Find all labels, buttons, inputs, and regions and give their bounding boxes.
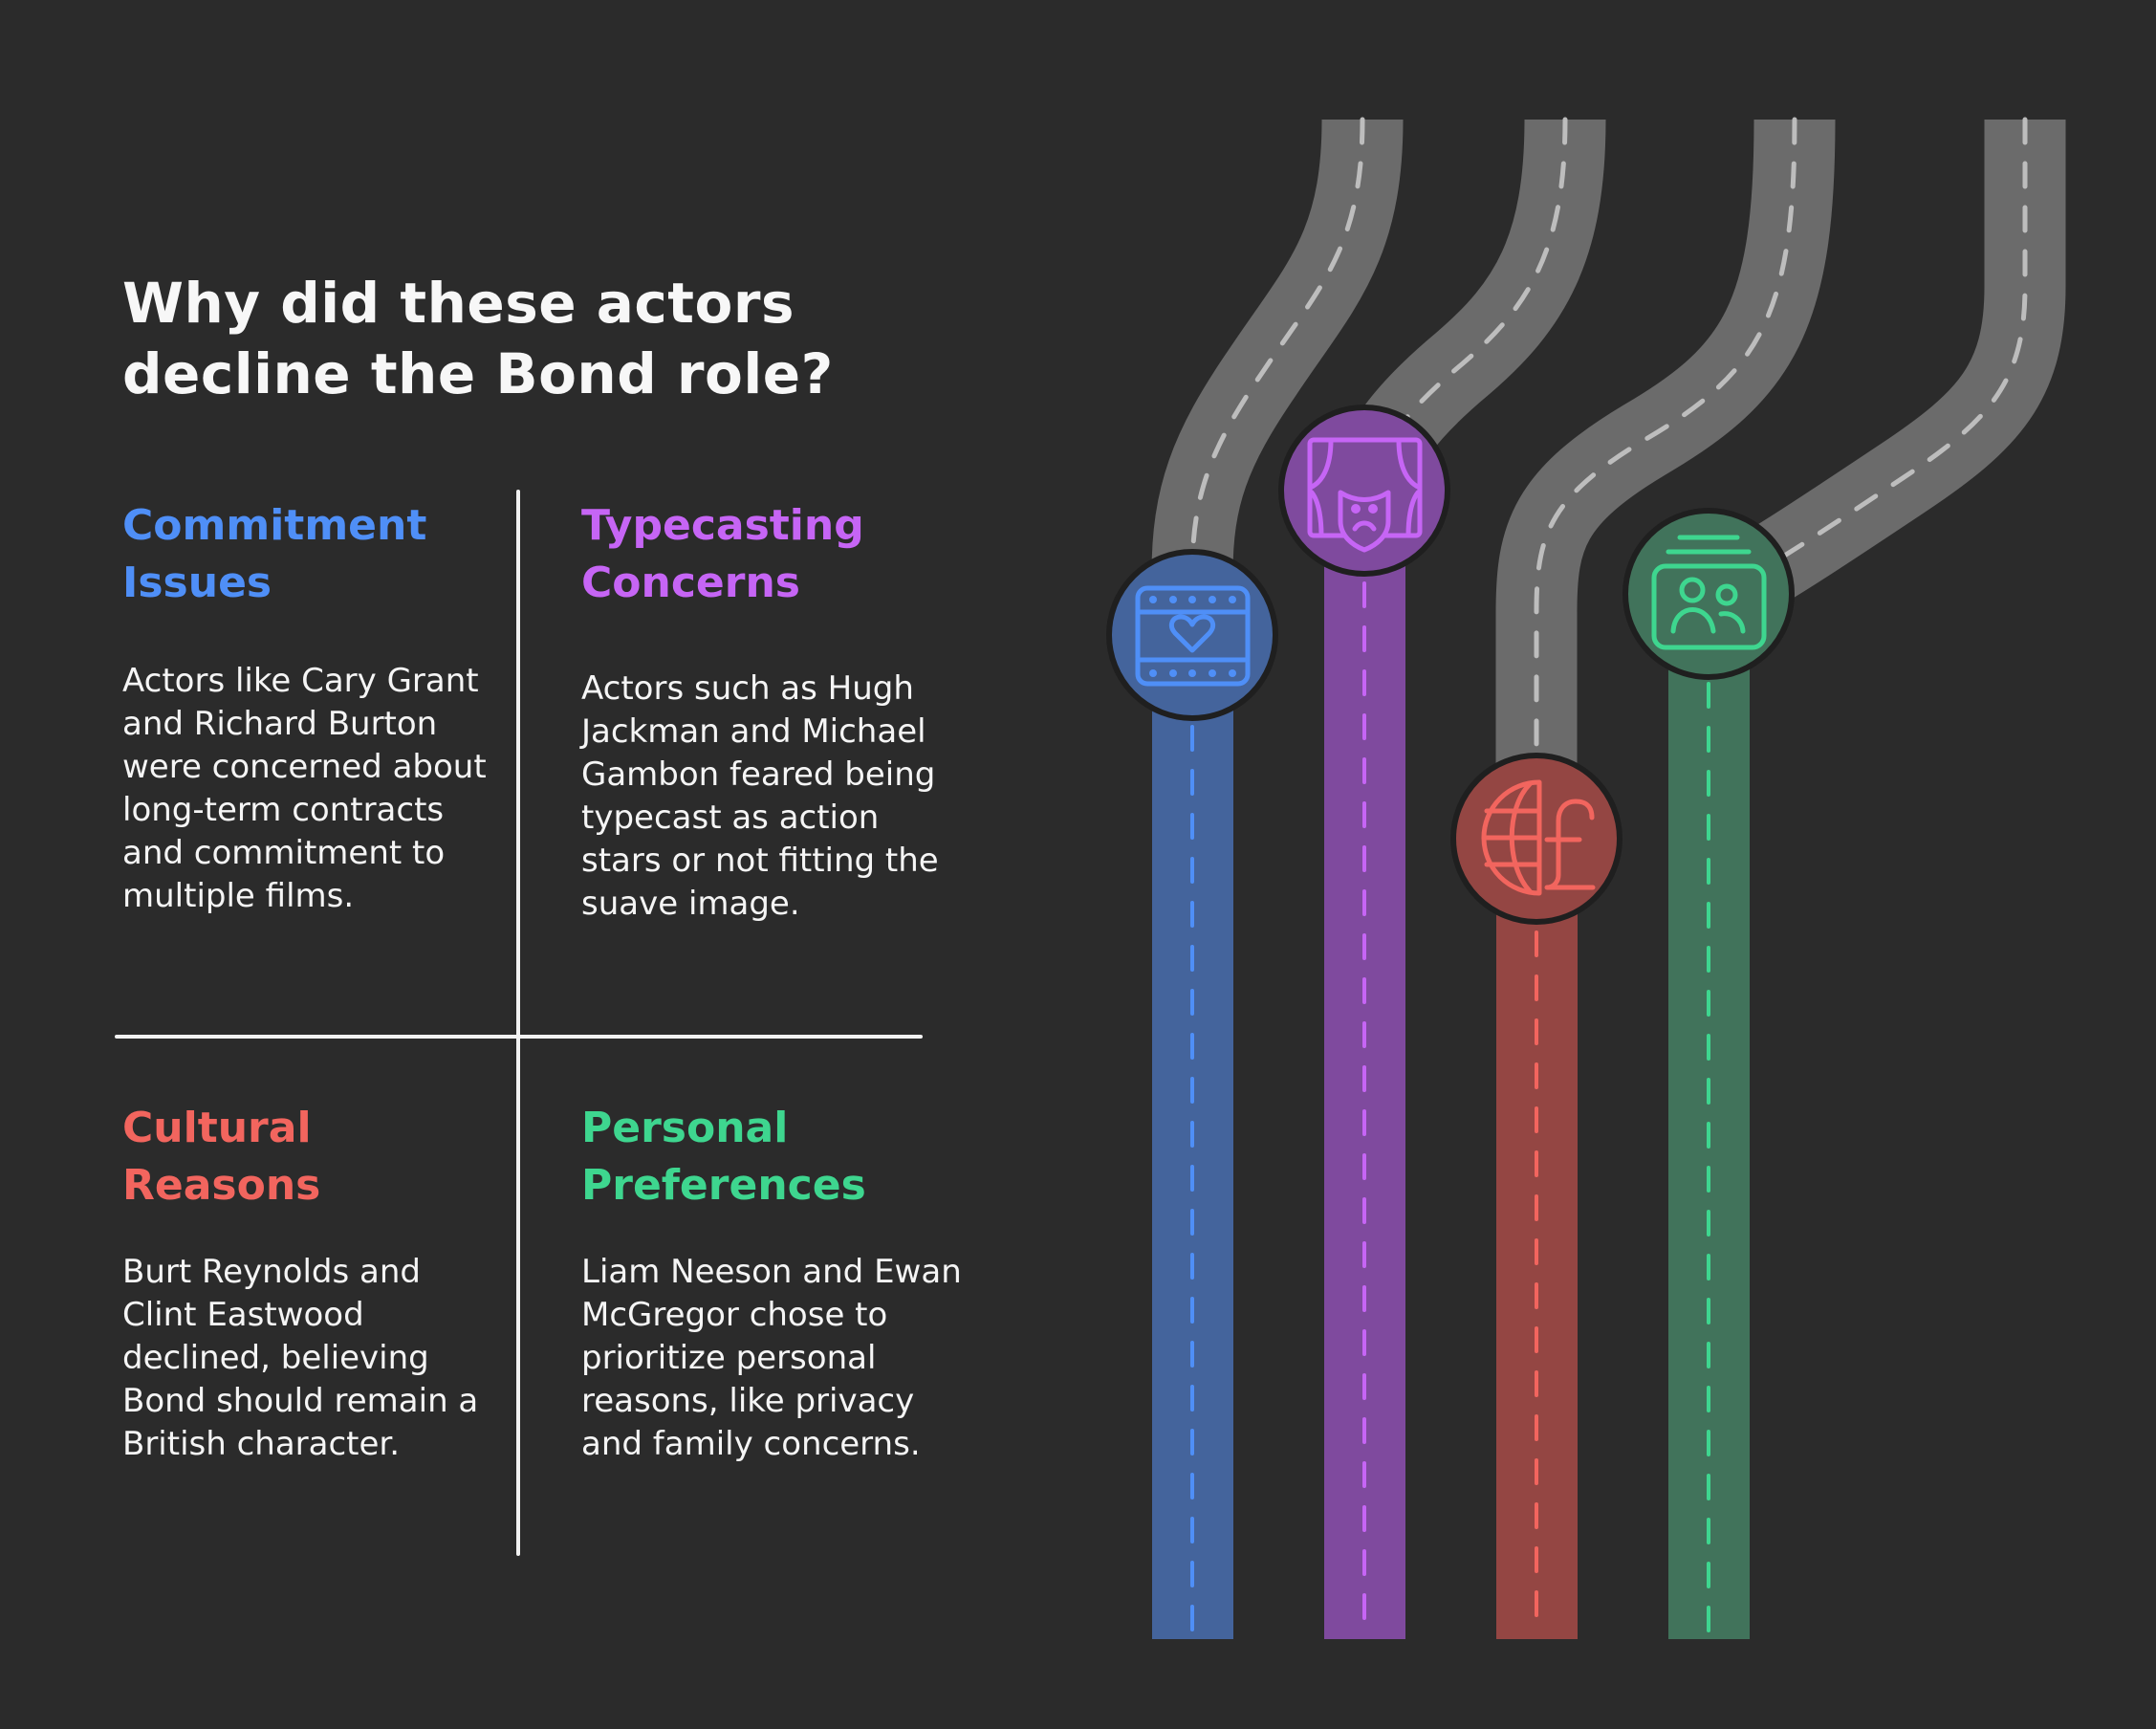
family-portrait-icon: [1651, 535, 1767, 650]
heading-line: Preferences: [581, 1161, 866, 1210]
globe-pound-icon: [1481, 779, 1596, 896]
quadrant-personal-preferences: Personal Preferences Liam Neeson and Ewa…: [581, 1100, 964, 1466]
quadrant-commitment-issues: Commitment Issues Actors like Cary Grant…: [122, 497, 505, 918]
page-title: Why did these actors decline the Bond ro…: [122, 271, 834, 406]
quadrant-body: Burt Reynolds and Clint Eastwood decline…: [122, 1253, 479, 1463]
theater-mask-icon: [1307, 437, 1423, 553]
heading-line: Concerns: [581, 558, 800, 607]
quadrant-heading: Cultural Reasons: [122, 1100, 505, 1215]
lane-personal: [1668, 594, 1750, 1639]
heading-line: Typecasting: [581, 501, 864, 550]
film-heart-icon: [1135, 585, 1251, 687]
heading-line: Issues: [122, 558, 272, 607]
quadrant-cultural-reasons: Cultural Reasons Burt Reynolds and Clint…: [122, 1100, 505, 1466]
node-commitment: [1106, 549, 1278, 721]
heading-line: Commitment: [122, 501, 427, 550]
heading-line: Cultural: [122, 1104, 312, 1152]
heading-line: Personal: [581, 1104, 789, 1152]
quadrant-body: Actors like Cary Grant and Richard Burto…: [122, 662, 487, 915]
quadrant-typecasting-concerns: Typecasting Concerns Actors such as Hugh…: [581, 497, 964, 926]
horizontal-divider: [115, 1035, 923, 1039]
quadrant-body: Actors such as Hugh Jackman and Michael …: [581, 669, 939, 923]
heading-line: Reasons: [122, 1161, 321, 1210]
vertical-divider: [516, 490, 520, 1556]
quadrant-heading: Commitment Issues: [122, 497, 505, 612]
quadrant-heading: Typecasting Concerns: [581, 497, 964, 612]
lane-dashes: [1190, 581, 1710, 1637]
quadrant-body: Liam Neeson and Ewan McGregor chose to p…: [581, 1253, 962, 1463]
quadrant-heading: Personal Preferences: [581, 1100, 964, 1215]
